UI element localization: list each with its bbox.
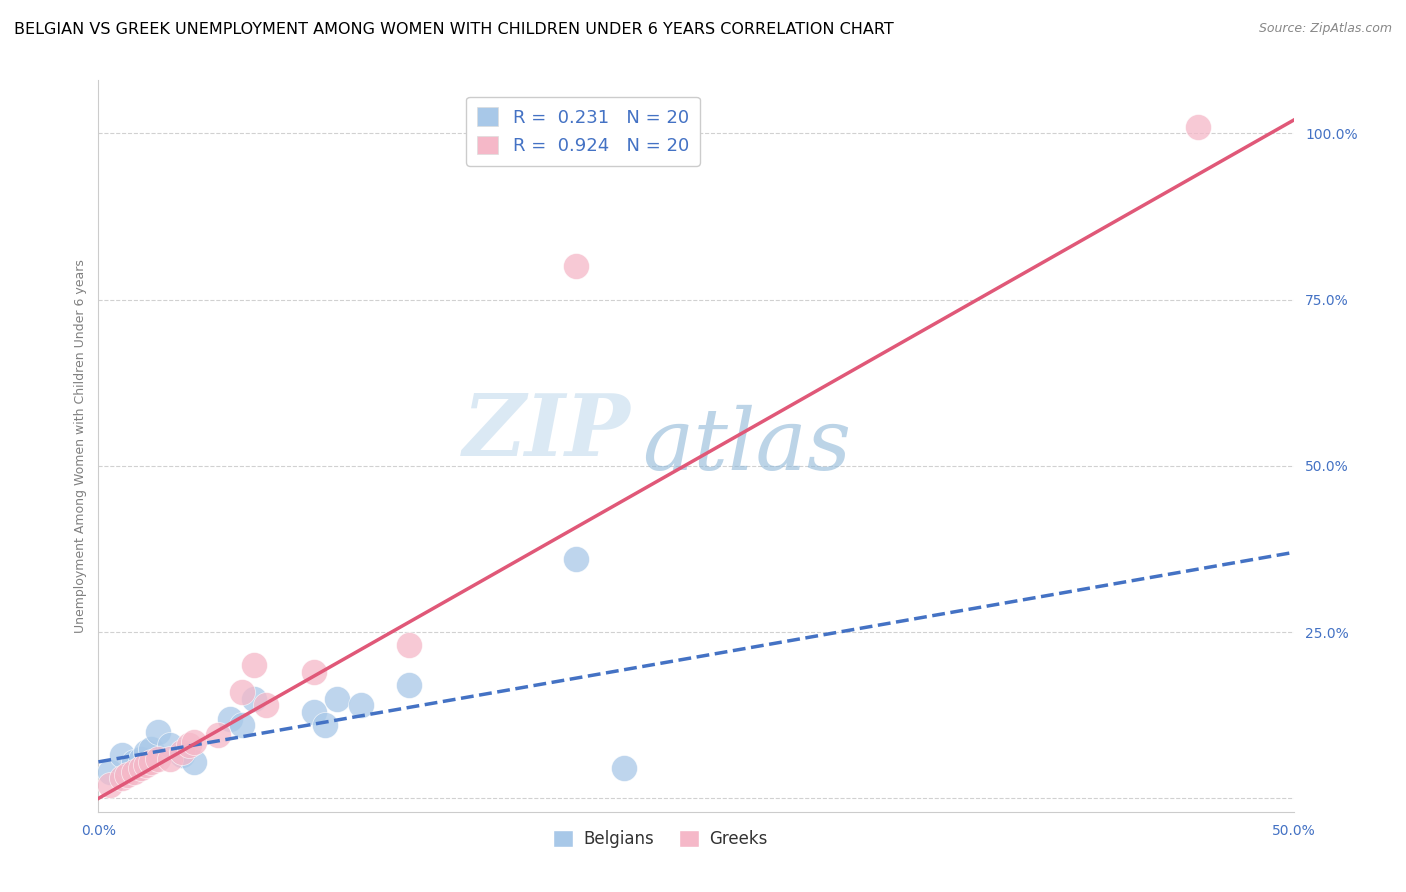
Point [315, 718, 337, 732]
Point [243, 691, 266, 706]
Text: BELGIAN VS GREEK UNEMPLOYMENT AMONG WOMEN WITH CHILDREN UNDER 6 YEARS CORRELATIO: BELGIAN VS GREEK UNEMPLOYMENT AMONG WOME… [14, 22, 894, 37]
Point [302, 705, 325, 719]
Point [565, 552, 588, 566]
Point [219, 712, 242, 726]
Point [131, 751, 153, 765]
Point [111, 772, 134, 786]
Point [98, 778, 122, 792]
Point [565, 260, 588, 274]
Y-axis label: Unemployment Among Women with Children Under 6 years: Unemployment Among Women with Children U… [75, 259, 87, 633]
Point [159, 738, 181, 752]
Point [135, 758, 157, 772]
Text: atlas: atlas [643, 405, 851, 487]
Point [302, 665, 325, 679]
Point [148, 725, 170, 739]
Point [326, 691, 349, 706]
Point [172, 748, 194, 763]
Point [207, 728, 229, 742]
Point [243, 658, 266, 673]
Point [254, 698, 277, 713]
Point [98, 764, 122, 779]
Point [231, 718, 253, 732]
Point [124, 755, 146, 769]
Point [148, 751, 170, 765]
Point [398, 639, 420, 653]
Text: ZIP: ZIP [463, 390, 630, 473]
Point [350, 698, 373, 713]
Point [139, 755, 162, 769]
Point [179, 738, 201, 752]
Point [124, 764, 146, 779]
Point [135, 745, 157, 759]
Point [115, 768, 138, 782]
Point [183, 755, 205, 769]
Point [398, 678, 420, 692]
Point [139, 741, 162, 756]
Point [183, 735, 205, 749]
Point [159, 751, 181, 765]
Point [613, 762, 636, 776]
Text: Source: ZipAtlas.com: Source: ZipAtlas.com [1258, 22, 1392, 36]
Point [172, 745, 194, 759]
Point [1187, 120, 1209, 134]
Legend: Belgians, Greeks: Belgians, Greeks [547, 823, 773, 855]
Point [131, 762, 153, 776]
Point [231, 685, 253, 699]
Point [111, 748, 134, 763]
